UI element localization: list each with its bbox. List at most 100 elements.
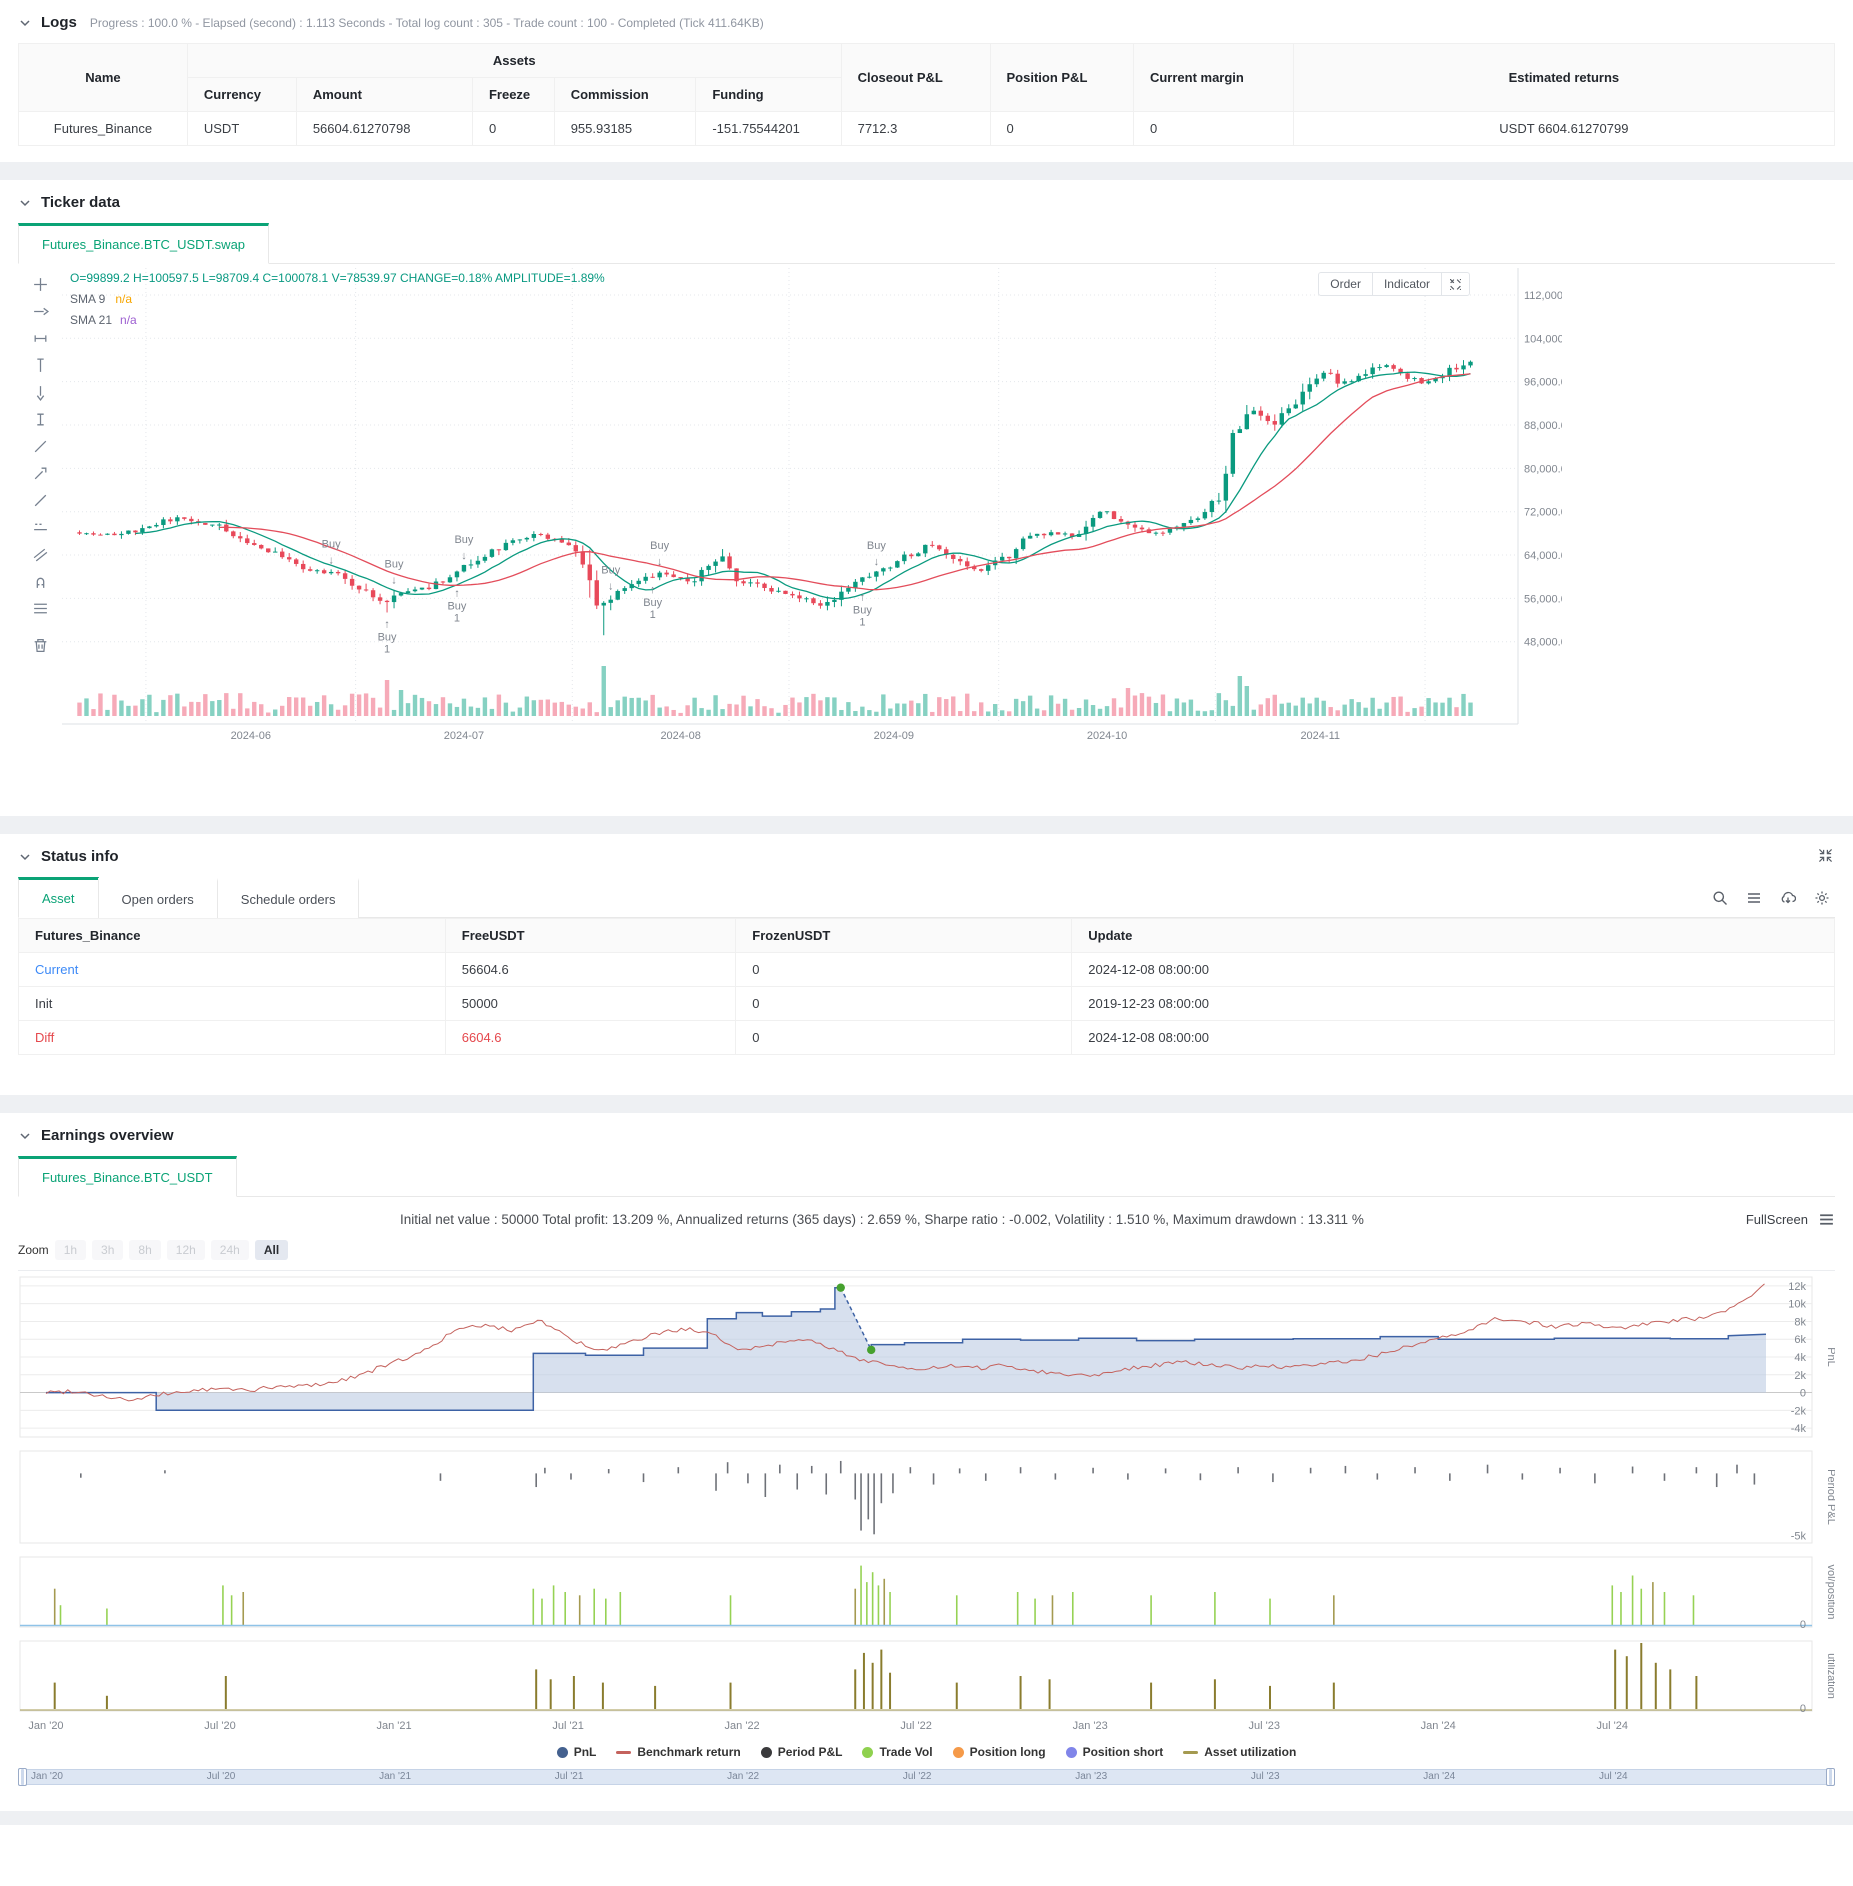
tab-ticker-symbol[interactable]: Futures_Binance.BTC_USDT.swap — [18, 223, 270, 264]
expand-chart-icon[interactable] — [1441, 273, 1469, 295]
legend-label: PnL — [573, 1745, 597, 1759]
svg-text:-5k: -5k — [1791, 1531, 1807, 1543]
legend-item-trade-vol[interactable]: Trade Vol — [862, 1745, 933, 1759]
legend-item-position-long[interactable]: Position long — [952, 1745, 1046, 1759]
zoom-button-all[interactable]: All — [254, 1240, 289, 1260]
svg-text:1: 1 — [650, 609, 656, 621]
section-divider — [0, 816, 1853, 834]
tab-open-orders[interactable]: Open orders — [97, 878, 218, 918]
trash-icon[interactable] — [32, 637, 49, 654]
svg-text:96,000.00: 96,000.00 — [1524, 377, 1562, 389]
legend-label: Asset utilization — [1204, 1745, 1297, 1759]
svg-text:88,000.00: 88,000.00 — [1524, 420, 1562, 432]
horizontal-ray-icon[interactable] — [32, 303, 49, 320]
cell-update: 2019-12-23 08:00:00 — [1071, 986, 1835, 1021]
svg-text:Jan '24: Jan '24 — [1421, 1720, 1456, 1732]
earnings-overview-title: Earnings overview — [41, 1127, 174, 1144]
table-row-current: Current 56604.6 0 2024-12-08 08:00:00 — [18, 952, 1835, 987]
collapse-chevron-icon[interactable] — [18, 196, 32, 210]
trend-line-icon[interactable] — [32, 438, 49, 455]
indicator-button[interactable]: Indicator — [1371, 273, 1441, 295]
svg-text:Buy: Buy — [853, 604, 872, 616]
cell-name: Futures_Binance — [18, 111, 188, 146]
tab-asset[interactable]: Asset — [18, 877, 99, 918]
earnings-chart[interactable]: PnL 12k 10k 8k 6k 4k 2k 0 -2k -4k Period P&L -5k vol… — [18, 1271, 1835, 1741]
price-line-icon[interactable] — [32, 519, 49, 536]
svg-text:56,000.00: 56,000.00 — [1524, 593, 1562, 605]
zoom-button-24h[interactable]: 24h — [210, 1240, 249, 1260]
table-row-diff: Diff 6604.6 0 2024-12-08 08:00:00 — [18, 1020, 1835, 1055]
zoom-button-3h[interactable]: 3h — [92, 1240, 124, 1260]
legend-label: Position long — [969, 1745, 1046, 1759]
parallel-line-icon[interactable] — [32, 546, 49, 563]
cell-frozen: 0 — [735, 952, 1073, 987]
collapse-chevron-icon[interactable] — [18, 16, 32, 30]
section-divider — [0, 1095, 1853, 1113]
legend-marker — [760, 1746, 772, 1758]
svg-text:1: 1 — [454, 612, 460, 624]
chart-navigator[interactable]: Jan '20 Jul '20 Jan '21 Jul '21 Jan '22 Jul '… — [18, 1768, 1835, 1786]
col-frozen-usdt: FrozenUSDT — [735, 918, 1073, 953]
tab-schedule-orders[interactable]: Schedule orders — [216, 878, 360, 918]
svg-text:↑: ↑ — [650, 584, 656, 596]
zoom-button-12h[interactable]: 12h — [166, 1240, 205, 1260]
gear-icon[interactable] — [1814, 890, 1831, 907]
svg-text:Buy: Buy — [601, 564, 620, 576]
svg-text:Buy: Buy — [650, 540, 669, 552]
chart-menu-icon[interactable] — [1818, 1211, 1835, 1228]
earnings-overview-section: Earnings overview Futures_Binance.BTC_US… — [0, 1113, 1853, 1811]
tab-earnings-symbol[interactable]: Futures_Binance.BTC_USDT — [18, 1156, 237, 1197]
kline-chart-area[interactable]: 112,000.00 104,000.00 96,000.00 88,000.00 80… — [62, 268, 1562, 746]
svg-text:Jan '22: Jan '22 — [725, 1720, 760, 1732]
col-closeout-pnl: Closeout P&L — [840, 43, 991, 112]
status-info-title: Status info — [41, 848, 119, 865]
legend-item-asset-utilization[interactable]: Asset utilization — [1183, 1745, 1296, 1759]
cloud-download-icon[interactable] — [1780, 890, 1797, 907]
svg-text:2024-08: 2024-08 — [660, 730, 700, 742]
svg-text:Buy: Buy — [643, 597, 662, 609]
candlestick-chart[interactable]: 112,000.00 104,000.00 96,000.00 88,000.00 80… — [62, 268, 1562, 746]
segment-line-icon[interactable] — [32, 492, 49, 509]
zoom-button-1h[interactable]: 1h — [54, 1240, 87, 1260]
cell-frozen: 0 — [735, 1020, 1073, 1055]
collapse-chevron-icon[interactable] — [18, 850, 32, 864]
navigator-tick-label: Jul '23 — [1250, 1771, 1280, 1782]
zoom-button-8h[interactable]: 8h — [129, 1240, 161, 1260]
navigator-left-handle[interactable] — [18, 1768, 27, 1786]
navigator-tick-label: Jan '24 — [1423, 1771, 1456, 1782]
ray-line-icon[interactable] — [32, 465, 49, 482]
legend-marker — [1183, 1750, 1199, 1754]
menu-icon[interactable] — [1746, 890, 1763, 907]
collapse-panel-icon[interactable] — [1818, 848, 1835, 865]
row-label[interactable]: Current — [18, 952, 446, 987]
horizontal-segment-icon[interactable] — [32, 330, 49, 347]
navigator-right-handle[interactable] — [1826, 1768, 1835, 1786]
cell-amount: 56604.61270798 — [295, 111, 473, 146]
navigator-tick-label: Jul '24 — [1598, 1771, 1628, 1782]
legend-item-position-short[interactable]: Position short — [1065, 1745, 1163, 1759]
legend-label: Trade Vol — [879, 1745, 933, 1759]
collapse-chevron-icon[interactable] — [18, 1129, 32, 1143]
search-icon[interactable] — [1712, 890, 1729, 907]
fullscreen-button[interactable]: FullScreen — [1745, 1212, 1808, 1227]
cell-commission: 955.93185 — [553, 111, 697, 146]
svg-text:Jan '21: Jan '21 — [376, 1720, 411, 1732]
legend-item-pnl[interactable]: PnL — [556, 1745, 597, 1759]
vertical-ray-icon[interactable] — [32, 384, 49, 401]
legend-item-benchmark-return[interactable]: Benchmark return — [616, 1745, 741, 1759]
status-info-section: Status info Asset Open orders Schedule o… — [0, 834, 1853, 1095]
kline-drawing-toolbar — [18, 268, 62, 746]
svg-text:Buy: Buy — [454, 534, 473, 546]
navigator-tick-label: Jan '23 — [1075, 1771, 1108, 1782]
list-tool-icon[interactable] — [32, 600, 49, 617]
order-button[interactable]: Order — [1330, 277, 1361, 291]
magnet-icon[interactable] — [32, 573, 49, 590]
status-asset-table: Futures_Binance FreeUSDT FrozenUSDT Upda… — [18, 918, 1835, 1055]
legend-item-period-p-l[interactable]: Period P&L — [760, 1745, 842, 1759]
svg-text:4k: 4k — [1794, 1352, 1806, 1364]
svg-text:2024-09: 2024-09 — [874, 730, 914, 742]
legend-marker — [616, 1750, 632, 1754]
vertical-line-icon[interactable] — [32, 357, 49, 374]
vertical-segment-icon[interactable] — [32, 411, 49, 428]
crosshair-tool-icon[interactable] — [32, 276, 49, 293]
